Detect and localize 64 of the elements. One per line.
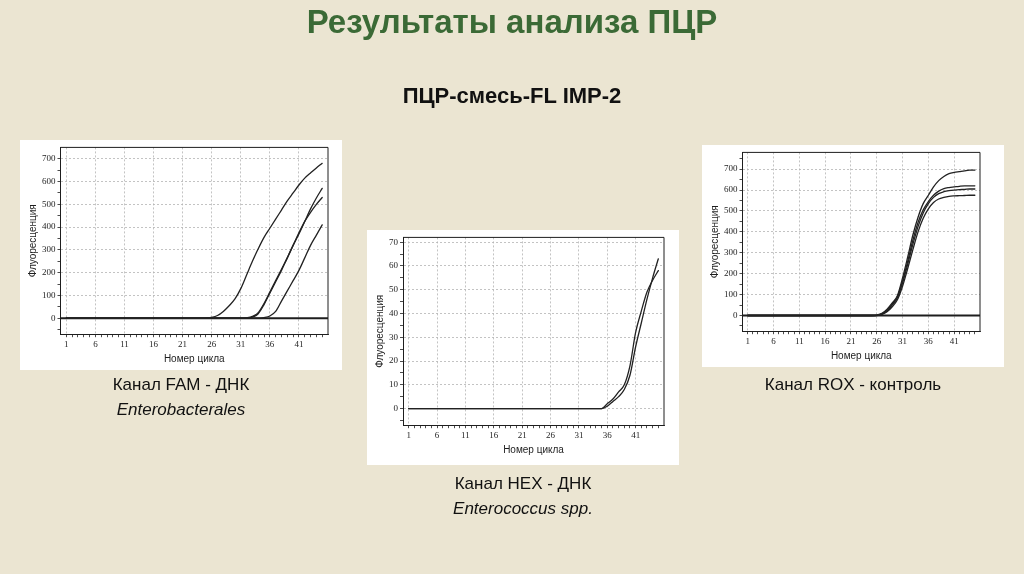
y-tick-label: 70	[389, 236, 399, 247]
y-tick-label: 20	[389, 355, 399, 366]
x-tick-label: 1	[745, 335, 750, 346]
text: Канал ROX - контроль	[763, 374, 943, 396]
x-tick-label: 36	[602, 429, 613, 440]
x-tick-label: 41	[949, 335, 959, 346]
x-tick-label: 41	[631, 429, 641, 440]
y-tick-label: 700	[42, 153, 56, 164]
y-tick-label: 300	[724, 247, 738, 258]
x-tick-label: 11	[461, 429, 470, 440]
y-tick-label: 0	[733, 309, 738, 320]
x-tick-label: 16	[489, 429, 499, 440]
y-tick-label: 400	[724, 226, 738, 237]
x-tick-label: 1	[406, 429, 411, 440]
y-tick-label: 40	[389, 307, 399, 318]
x-tick-label: 21	[178, 338, 188, 349]
x-tick-label: 26	[872, 335, 882, 346]
y-axis-title: Флуоресценция	[26, 204, 38, 278]
x-tick-label: 6	[771, 335, 777, 346]
x-tick-label: 26	[207, 338, 217, 349]
x-tick-label: 16	[820, 335, 831, 346]
text: Канал HEX - ДНК	[453, 473, 593, 495]
y-tick-label: 400	[42, 221, 56, 232]
y-tick-label: 300	[42, 244, 56, 255]
x-tick-label: 11	[794, 335, 804, 346]
text: Enterococcus spp.	[452, 498, 594, 520]
y-axis-title: Флуоресценция	[373, 294, 385, 368]
x-tick-label: 36	[923, 335, 934, 346]
y-tick-label: 0	[393, 402, 399, 413]
y-tick-label: 700	[724, 163, 738, 174]
x-tick-label: 6	[434, 429, 440, 440]
x-tick-label: 6	[93, 338, 99, 349]
x-tick-label: 31	[236, 338, 246, 349]
text: Enterobacterales	[115, 399, 247, 421]
y-axis-title: Флуоресценция	[708, 205, 720, 279]
y-tick-label: 0	[51, 312, 56, 323]
x-tick-label: 21	[517, 429, 527, 440]
x-axis-title: Номер цикла	[163, 352, 226, 364]
x-axis-title: Номер цикла	[503, 443, 565, 455]
x-tick-label: 31	[574, 429, 584, 440]
y-tick-label: 100	[42, 289, 56, 300]
y-tick-label: 600	[724, 184, 738, 195]
x-tick-label: 21	[846, 335, 856, 346]
y-tick-label: 200	[42, 267, 56, 278]
x-tick-label: 41	[294, 338, 304, 349]
y-tick-label: 50	[389, 284, 399, 295]
y-tick-label: 100	[724, 288, 738, 299]
y-tick-label: 10	[389, 379, 399, 390]
x-axis-title: Номер цикла	[830, 349, 893, 361]
x-tick-label: 36	[265, 338, 275, 349]
y-tick-label: 30	[389, 331, 399, 342]
chart-title: Результаты анализа ПЦР	[305, 2, 719, 42]
text: Канал FAM - ДНК	[111, 374, 251, 396]
y-tick-label: 200	[724, 268, 738, 279]
y-tick-label: 600	[42, 175, 56, 186]
x-tick-label: 31	[898, 335, 908, 346]
x-tick-label: 11	[120, 338, 129, 349]
y-tick-label: 60	[389, 260, 399, 271]
chart-subtitle: ПЦР-смесь-FL IMP-2	[401, 82, 623, 110]
y-tick-label: 500	[42, 198, 56, 209]
x-tick-label: 26	[546, 429, 556, 440]
x-tick-label: 16	[149, 338, 159, 349]
y-tick-label: 500	[724, 205, 738, 216]
x-tick-label: 1	[64, 338, 69, 349]
